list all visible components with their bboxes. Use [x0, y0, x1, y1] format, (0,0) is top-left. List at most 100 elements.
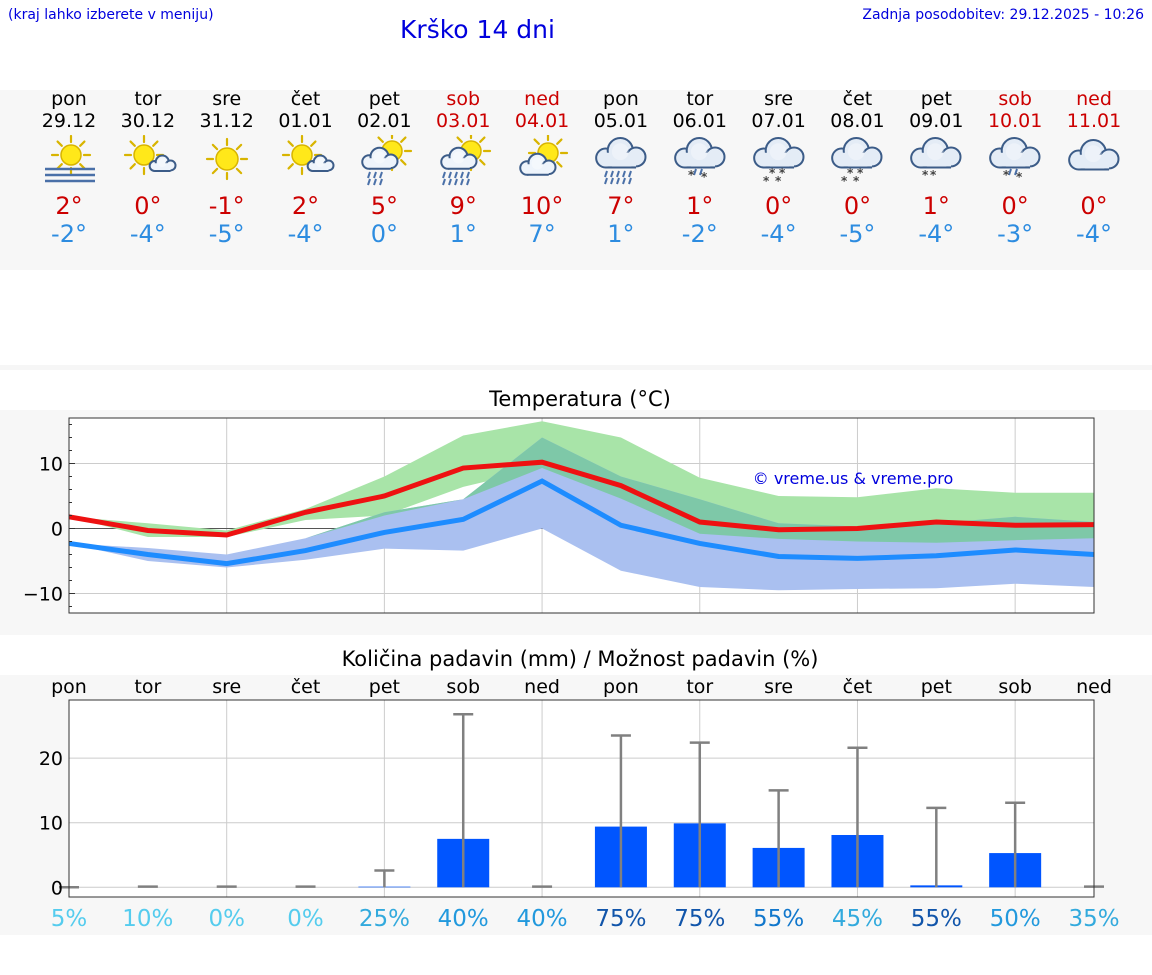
temp-max: 7° — [607, 192, 635, 220]
day-name: čet — [290, 88, 321, 110]
rain-drop — [454, 171, 459, 179]
day-column: pet 09.01 * * 1° -4° — [896, 88, 976, 248]
cloud-shape — [519, 152, 557, 176]
cloud-shape — [910, 137, 962, 169]
temp-max: 9° — [449, 192, 477, 220]
temp-min: 0° — [370, 220, 399, 248]
day-date: 02.01 — [357, 110, 412, 132]
day-name: sre — [212, 88, 242, 110]
cloud-snow-icon: * ** * — [831, 137, 883, 188]
temperature-panel — [0, 410, 1152, 635]
cloud-light-snow-icon: * * — [910, 137, 962, 182]
day-name: pon — [51, 88, 87, 110]
temp-min: -2° — [51, 220, 87, 248]
forecast-strip — [0, 90, 1152, 270]
rain-drop — [615, 170, 620, 178]
rain-drop — [1014, 168, 1019, 176]
rain-drop — [379, 178, 384, 186]
temp-max: 0° — [843, 192, 872, 220]
day-name: sre — [764, 88, 794, 110]
temp-min: -4° — [129, 220, 166, 248]
sun-cloud-rain-icon — [361, 130, 413, 186]
cloud-shape — [1068, 139, 1120, 171]
snowflake: * — [1016, 170, 1023, 184]
rain-drop — [621, 170, 626, 178]
day-name: tor — [686, 88, 714, 110]
day-name: sob — [998, 88, 1032, 110]
rain-drop — [621, 177, 626, 185]
rain-drop — [603, 177, 608, 185]
rain-drop — [448, 178, 453, 186]
day-column: čet 01.01 2° -4° — [266, 88, 346, 248]
snowflake: * — [1003, 168, 1010, 182]
temp-min: -5° — [839, 220, 876, 248]
cloud-shape — [148, 154, 177, 172]
temp-min: -4° — [760, 220, 797, 248]
cloud-shape — [752, 137, 805, 169]
day-date: 06.01 — [672, 110, 727, 132]
sun-small-cloud-icon — [281, 134, 335, 176]
rain-drop — [627, 170, 632, 178]
rain-drop — [460, 171, 465, 179]
temp-max: 0° — [1080, 192, 1108, 220]
snowflake: * — [688, 168, 695, 182]
snowflake: * — [779, 166, 786, 180]
day-date: 30.12 — [120, 110, 176, 132]
cloud-sleet-icon: * * — [673, 137, 726, 184]
temp-min: -4° — [1076, 220, 1112, 248]
temp-max: 0° — [1001, 192, 1029, 220]
last-update: Zadnja posodobitev: 29.12.2025 - 10:26 — [862, 7, 1144, 23]
snowflake: * — [930, 168, 937, 182]
day-column: tor 30.12 0° -4° — [108, 88, 188, 248]
rain-drop — [367, 171, 372, 179]
cloud-snow-icon: * ** * — [752, 137, 805, 188]
day-name: pet — [368, 88, 400, 110]
rain-drop — [466, 171, 471, 179]
snowflake: * — [857, 166, 864, 180]
day-date: 11.01 — [1066, 110, 1122, 132]
day-name: ned — [1076, 88, 1112, 110]
snowflake: * — [922, 168, 929, 182]
rain-drop — [609, 170, 614, 178]
rain-drop — [609, 177, 614, 185]
day-column: pon 05.01 7° 1° — [581, 88, 661, 248]
sun-shape — [205, 137, 248, 181]
temp-max: 5° — [370, 192, 399, 220]
cloud-shape — [595, 137, 647, 169]
day-date: 08.01 — [830, 110, 885, 132]
sun-small-cloud-icon — [123, 134, 177, 176]
cloud-icon — [1068, 139, 1120, 171]
temp-max: 1° — [686, 192, 714, 220]
snowflake: * — [841, 174, 848, 187]
snowflake: * — [775, 174, 782, 187]
cloud-shape — [831, 137, 883, 169]
page-title: Krško 14 dni — [400, 15, 555, 44]
temp-min: -4° — [918, 220, 955, 248]
temp-max: 0° — [764, 192, 793, 220]
sun-icon — [205, 137, 248, 181]
cloud-shape — [989, 137, 1041, 169]
rain-drop — [466, 178, 471, 186]
location-menu-hint[interactable]: (kraj lahko izberete v meniju) — [8, 7, 214, 23]
temp-max: 1° — [922, 192, 950, 220]
rain-drop — [379, 171, 384, 179]
cloud-shape — [440, 146, 478, 170]
temp-min: -5° — [208, 220, 245, 248]
rain-drop — [373, 171, 378, 179]
day-date: 31.12 — [199, 110, 254, 132]
day-date: 04.01 — [514, 110, 570, 132]
temp-min: 1° — [449, 220, 477, 248]
day-name: ned — [524, 88, 560, 110]
day-column: sre 07.01 * * * * 0° -4° — [739, 88, 819, 248]
temp-max: 0° — [134, 192, 162, 220]
sun-shape — [281, 134, 322, 176]
day-date: 05.01 — [593, 110, 649, 132]
day-date: 29.12 — [41, 110, 97, 132]
day-column: sob 03.01 9° 1° — [423, 88, 503, 248]
cloud-shape — [673, 137, 726, 169]
cloud-shape — [306, 154, 335, 172]
cloud-sleet-icon: * * — [989, 137, 1041, 184]
rain-drop — [448, 171, 453, 179]
rain-drop — [367, 178, 372, 186]
precipitation-panel — [0, 675, 1152, 935]
